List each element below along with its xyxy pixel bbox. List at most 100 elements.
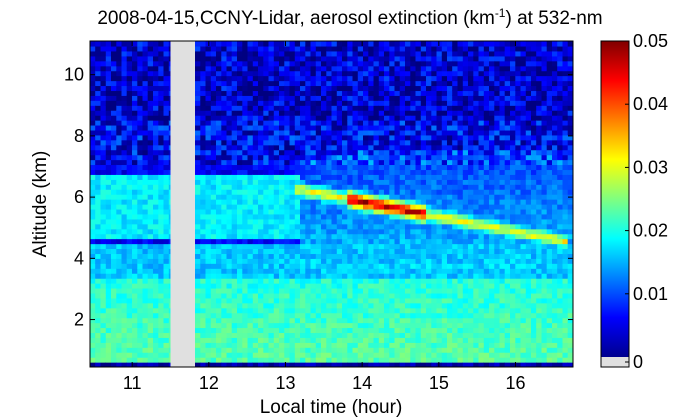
heatmap-cell — [336, 90, 343, 96]
heatmap-cell — [137, 263, 144, 269]
heatmap-cell — [310, 70, 317, 77]
heatmap-cell — [300, 263, 306, 269]
heatmap-cell — [315, 189, 322, 195]
heatmap-cell — [237, 41, 243, 47]
heatmap-cell — [326, 60, 333, 67]
heatmap-cell — [462, 218, 469, 225]
heatmap-cell — [331, 332, 338, 338]
heatmap-cell — [410, 342, 417, 348]
heatmap-cell — [195, 243, 201, 250]
heatmap-cell — [258, 218, 264, 225]
heatmap-cell — [252, 297, 259, 304]
heatmap-cell — [342, 213, 348, 220]
heatmap-cell — [95, 322, 102, 329]
heatmap-cell — [452, 184, 459, 190]
heatmap-cell — [132, 199, 138, 205]
heatmap-cell — [121, 273, 128, 279]
heatmap-cell — [452, 263, 459, 269]
heatmap-cell — [221, 317, 228, 324]
heatmap-cell — [363, 125, 369, 131]
heatmap-cell — [310, 352, 317, 358]
heatmap-cell — [468, 317, 474, 324]
heatmap-cell — [315, 75, 322, 82]
heatmap-cell — [352, 194, 359, 200]
heatmap-cell — [368, 55, 375, 62]
heatmap-cell — [137, 65, 144, 72]
heatmap-cell — [441, 258, 448, 264]
heatmap-cell — [137, 218, 144, 225]
heatmap-cell — [210, 362, 217, 367]
heatmap-cell — [336, 322, 343, 329]
heatmap-cell — [289, 115, 296, 121]
heatmap-cell — [373, 125, 380, 131]
heatmap-cell — [405, 332, 411, 338]
heatmap-cell — [352, 263, 359, 269]
heatmap-cell — [399, 129, 406, 136]
heatmap-cell — [147, 134, 154, 141]
heatmap-cell — [268, 302, 275, 309]
heatmap-cell — [321, 248, 327, 255]
heatmap-cell — [405, 125, 411, 131]
heatmap-cell — [121, 278, 128, 284]
heatmap-cell — [252, 90, 259, 96]
heatmap-cell — [368, 268, 375, 274]
heatmap-cell — [153, 357, 159, 363]
heatmap-cell — [258, 179, 264, 185]
heatmap-cell — [195, 312, 201, 319]
heatmap-cell — [447, 218, 453, 225]
heatmap-cell — [384, 302, 390, 309]
heatmap-cell — [415, 199, 422, 205]
heatmap-cell — [284, 357, 291, 363]
heatmap-cell — [163, 75, 170, 82]
heatmap-cell — [389, 268, 396, 274]
heatmap-cell — [289, 125, 296, 131]
heatmap-cell — [441, 50, 448, 57]
heatmap-cell — [237, 80, 243, 87]
heatmap-cell — [336, 283, 343, 289]
heatmap-cell — [462, 292, 469, 299]
heatmap-cell — [163, 125, 170, 131]
heatmap-cell — [347, 45, 354, 52]
heatmap-cell — [137, 233, 144, 240]
heatmap-cell — [90, 342, 96, 348]
heatmap-cell — [389, 179, 396, 185]
heatmap-cell — [252, 302, 259, 309]
heatmap-cell — [95, 317, 102, 324]
heatmap-cell — [158, 41, 165, 47]
heatmap-cell — [221, 139, 228, 146]
heatmap-cell — [95, 70, 102, 77]
heatmap-cell — [326, 41, 333, 47]
heatmap-cell — [357, 292, 364, 299]
heatmap-cell — [457, 307, 464, 314]
heatmap-cell — [126, 95, 133, 101]
heatmap-cell — [289, 100, 296, 106]
heatmap-cell — [252, 327, 259, 334]
heatmap-cell — [242, 283, 249, 289]
heatmap-cell — [321, 100, 327, 106]
heatmap-cell — [142, 45, 149, 52]
heatmap-cell — [399, 263, 406, 269]
heatmap-cell — [420, 297, 427, 304]
heatmap-cell — [426, 273, 432, 279]
heatmap-cell — [294, 322, 301, 329]
heatmap-cell — [90, 278, 96, 284]
heatmap-cell — [216, 307, 222, 314]
heatmap-cell — [336, 312, 343, 319]
heatmap-cell — [132, 125, 138, 131]
heatmap-cell — [368, 352, 375, 358]
heatmap-cell — [389, 95, 396, 101]
heatmap-cell — [394, 228, 401, 235]
heatmap-cell — [279, 273, 285, 279]
heatmap-cell — [300, 159, 306, 166]
heatmap-cell — [378, 60, 385, 67]
heatmap-cell — [195, 55, 201, 62]
heatmap-cell — [363, 95, 369, 101]
heatmap-cell — [441, 268, 448, 274]
heatmap-cell — [342, 144, 348, 151]
heatmap-cell — [200, 208, 207, 215]
heatmap-cell — [331, 159, 338, 166]
heatmap-cell — [200, 292, 207, 299]
heatmap-cell — [153, 223, 159, 230]
heatmap-cell — [252, 312, 259, 319]
heatmap-cell — [426, 297, 432, 304]
